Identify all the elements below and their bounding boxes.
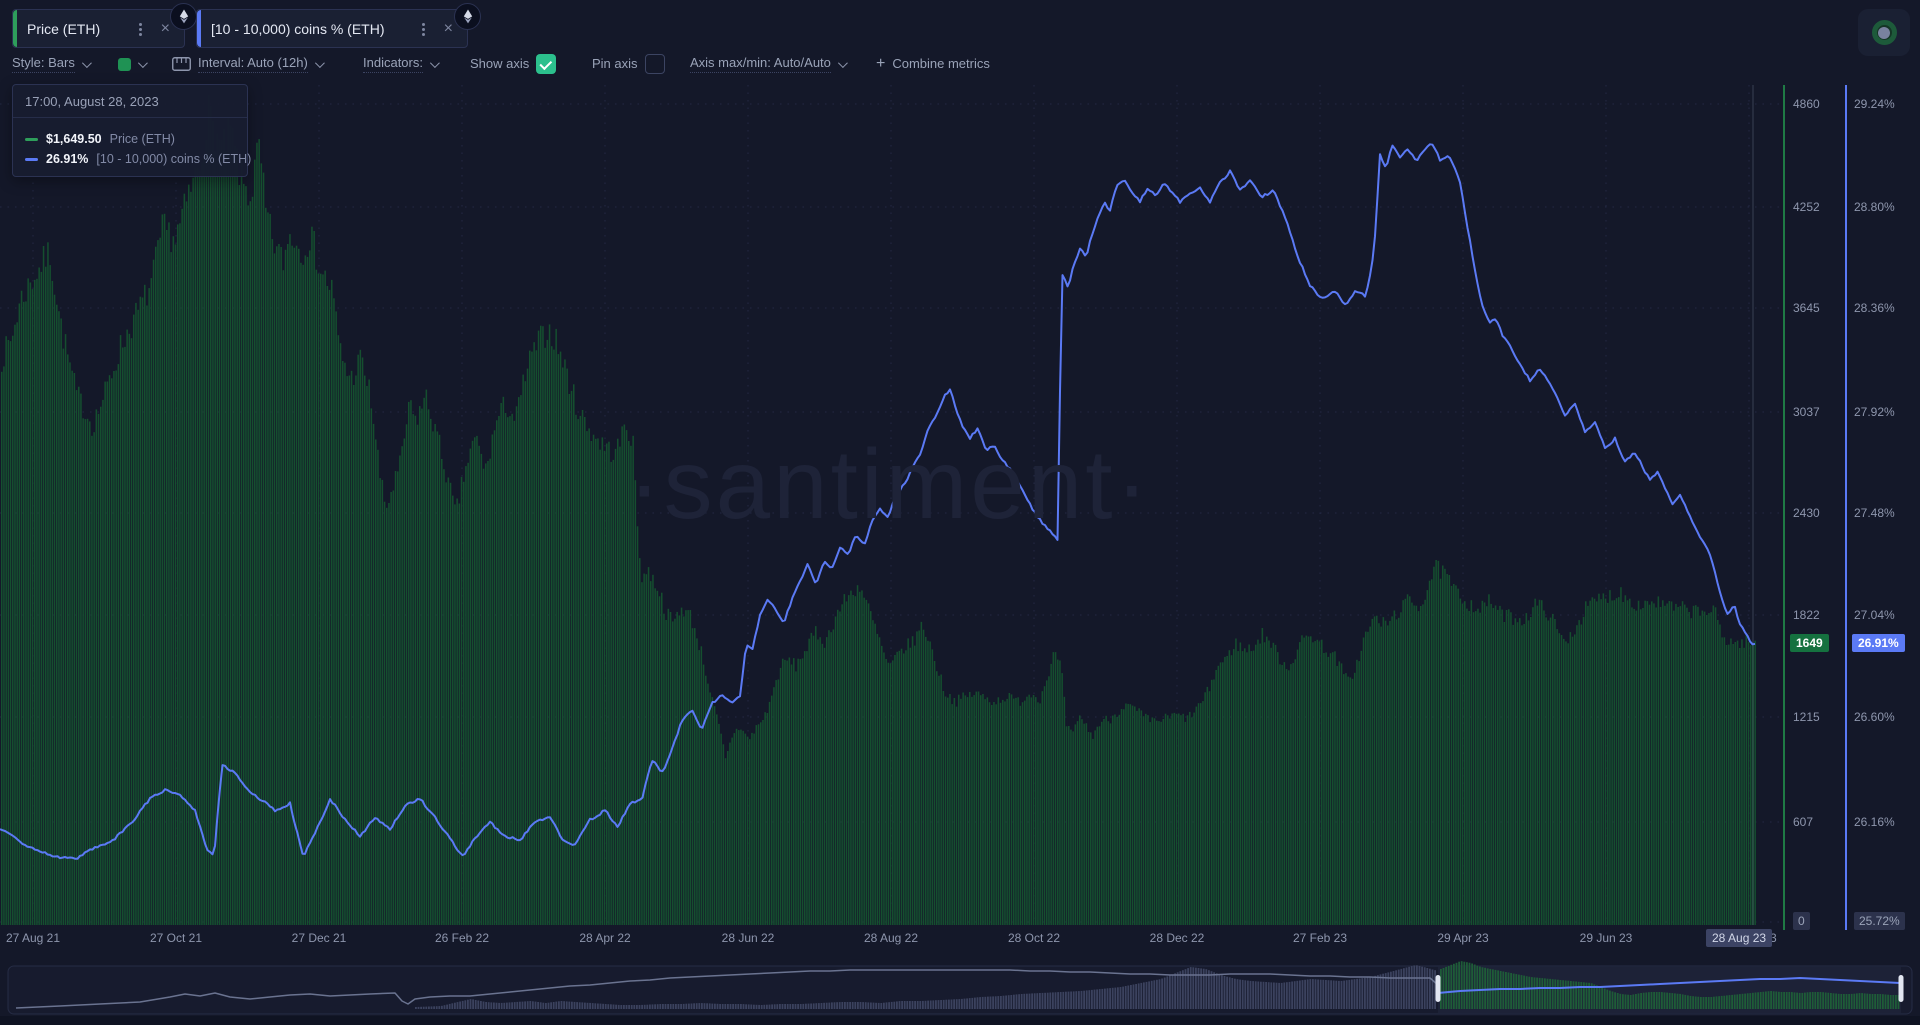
- chevron-down-icon: [429, 57, 440, 68]
- status-ring-icon: [1871, 20, 1897, 45]
- axis-maxmin-label: Axis max/min: Auto/Auto: [690, 55, 831, 73]
- tooltip-row-price: $1,649.50 Price (ETH): [25, 132, 235, 146]
- indicators-dropdown[interactable]: Indicators:: [363, 52, 440, 76]
- interval-dropdown[interactable]: Interval: Auto (12h): [172, 52, 325, 76]
- eth-logo-icon: [170, 3, 197, 30]
- tab-accent-blue: [197, 10, 201, 47]
- tab-label: Price (ETH): [27, 20, 101, 37]
- minimap-handle-right[interactable]: [1898, 975, 1904, 1002]
- tooltip-price-value: $1,649.50: [46, 132, 102, 146]
- show-axis-checkbox[interactable]: [536, 54, 557, 74]
- pin-axis-checkbox[interactable]: [644, 54, 665, 74]
- series-dash-blue-icon: [25, 157, 38, 161]
- tab-close-icon[interactable]: ×: [160, 19, 170, 37]
- interval-label: Interval: Auto (12h): [198, 55, 308, 73]
- chevron-down-icon: [837, 57, 848, 68]
- combine-metrics-button[interactable]: + Combine metrics: [876, 52, 990, 76]
- tab-price-eth[interactable]: Price (ETH) ×: [12, 9, 185, 48]
- axis-maxmin-dropdown[interactable]: Axis max/min: Auto/Auto: [690, 52, 848, 76]
- tab-label: [10 - 10,000) coins % (ETH): [211, 20, 385, 37]
- tab-supply-distribution[interactable]: [10 - 10,000) coins % (ETH) ×: [196, 9, 468, 48]
- minimap-handle-left[interactable]: [1435, 975, 1441, 1002]
- tab-menu-icon[interactable]: [416, 22, 430, 36]
- ruler-icon: [172, 57, 191, 71]
- tooltip-pct-label: [10 - 10,000) coins % (ETH): [96, 152, 252, 166]
- chart-toolbar: Style: Bars Interval: Auto (12h) Indicat…: [0, 52, 1920, 78]
- color-swatch: [118, 57, 131, 71]
- santiment-watermark: ·santiment·: [628, 429, 1152, 539]
- tab-close-icon[interactable]: ×: [443, 19, 453, 37]
- eth-logo-icon: [454, 3, 481, 30]
- tab-menu-icon[interactable]: [133, 22, 147, 36]
- tooltip-price-label: Price (ETH): [109, 132, 175, 146]
- series-dash-green-icon: [25, 137, 38, 141]
- style-dropdown[interactable]: Style: Bars: [12, 52, 92, 76]
- tooltip-timestamp: 17:00, August 28, 2023: [13, 85, 247, 118]
- indicators-label: Indicators:: [363, 55, 423, 73]
- style-label: Style: Bars: [12, 55, 75, 73]
- chart-tooltip: 17:00, August 28, 2023 $1,649.50 Price (…: [12, 84, 251, 177]
- color-dropdown[interactable]: [118, 52, 148, 76]
- show-axis-label: Show axis: [470, 55, 530, 71]
- chevron-down-icon: [81, 57, 92, 68]
- pin-axis-toggle[interactable]: Pin axis: [592, 52, 665, 76]
- show-axis-toggle[interactable]: Show axis: [470, 52, 557, 76]
- combine-metrics-label: Combine metrics: [892, 55, 990, 71]
- live-indicator-button[interactable]: [1858, 9, 1910, 56]
- chevron-down-icon: [314, 57, 325, 68]
- tab-accent-green: [13, 10, 17, 47]
- chevron-down-icon: [137, 57, 148, 68]
- tooltip-row-pct: 26.91% [10 - 10,000) coins % (ETH): [25, 152, 251, 166]
- pin-axis-label: Pin axis: [592, 55, 638, 71]
- plus-icon: +: [876, 55, 886, 72]
- tooltip-pct-value: 26.91%: [46, 152, 89, 166]
